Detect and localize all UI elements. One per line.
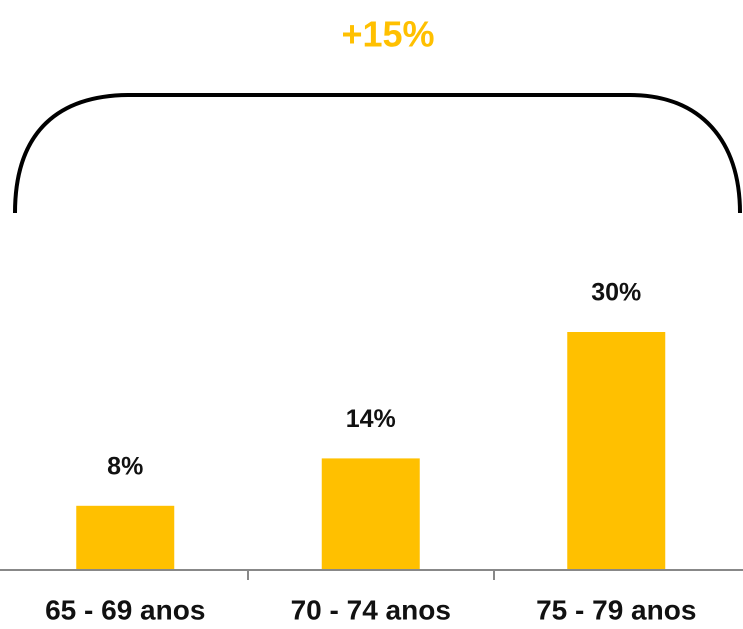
annotation: +15% bbox=[341, 14, 434, 55]
x-tick-label: 70 - 74 anos bbox=[291, 594, 451, 625]
value-label: 8% bbox=[107, 452, 143, 480]
x-tick-label: 65 - 69 anos bbox=[45, 594, 205, 625]
bar bbox=[567, 332, 666, 569]
bar bbox=[76, 505, 175, 569]
value-label: 14% bbox=[346, 405, 396, 433]
x-tick-label: 75 - 79 anos bbox=[536, 594, 696, 625]
bracket bbox=[13, 93, 742, 214]
value-label: 30% bbox=[591, 279, 641, 307]
bar bbox=[321, 458, 420, 569]
